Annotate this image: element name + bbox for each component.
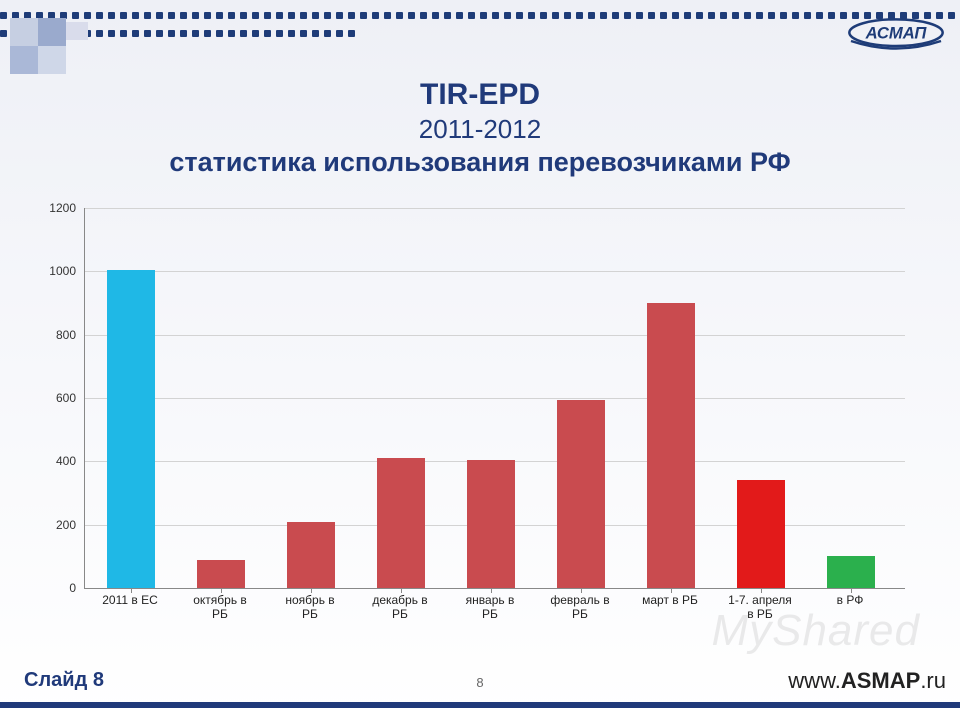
site-url: www.ASMAP.ru [788, 668, 946, 694]
title-block: TIR-EPD 2011-2012 статистика использован… [0, 78, 960, 178]
y-tick-label: 800 [36, 328, 76, 342]
x-tick-label: ноябрь вРБ [265, 594, 355, 622]
site-bold: ASMAP [841, 668, 920, 693]
top-dot-strip [0, 6, 960, 20]
y-tick-label: 600 [36, 391, 76, 405]
y-tick-label: 0 [36, 581, 76, 595]
x-tick-label: март в РБ [625, 594, 715, 608]
page-number: 8 [476, 675, 483, 690]
bar [647, 303, 695, 588]
x-tick-label: 1-7. апреляв РБ [715, 594, 805, 622]
title-line-2: 2011-2012 [0, 114, 960, 145]
title-line-1: TIR-EPD [0, 78, 960, 112]
bar [467, 460, 515, 588]
bar [287, 522, 335, 589]
y-tick-label: 1200 [36, 201, 76, 215]
y-tick-label: 200 [36, 518, 76, 532]
bar [557, 400, 605, 588]
site-prefix: www. [788, 668, 841, 693]
x-tick-label: 2011 в ЕС [85, 594, 175, 608]
x-tick-label: январь вРБ [445, 594, 535, 622]
slide-label: Слайд 8 [24, 669, 104, 692]
x-tick-label: декабрь вРБ [355, 594, 445, 622]
bar [377, 458, 425, 588]
title-line-3: статистика использования перевозчиками Р… [0, 147, 960, 178]
plot-area [84, 208, 905, 589]
footer-bar [0, 702, 960, 708]
y-tick-label: 400 [36, 454, 76, 468]
site-suffix: .ru [920, 668, 946, 693]
x-tick-label: октябрь вРБ [175, 594, 265, 622]
asmap-logo: АСМАП [846, 16, 946, 56]
bar [107, 270, 155, 588]
y-tick-label: 1000 [36, 264, 76, 278]
bar [827, 556, 875, 588]
x-tick-label: в РФ [805, 594, 895, 608]
bar-chart: 0200400600800100012002011 в ЕСоктябрь вР… [80, 198, 910, 638]
logo-text: АСМАП [865, 24, 928, 43]
x-tick-label: февраль вРБ [535, 594, 625, 622]
bar [737, 480, 785, 588]
bar [197, 560, 245, 589]
